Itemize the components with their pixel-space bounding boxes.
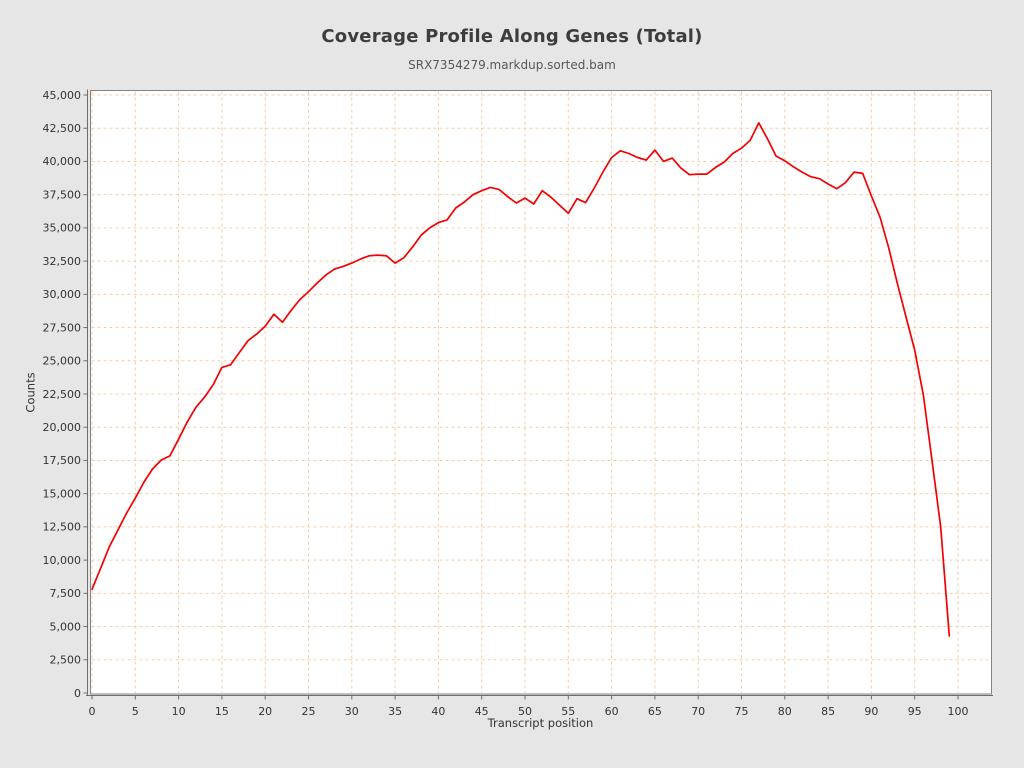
y-tick-label: 10,000 (43, 554, 82, 567)
y-tick-label: 5,000 (50, 620, 82, 633)
chart-subtitle: SRX7354279.markdup.sorted.bam (408, 58, 616, 72)
plot-area (90, 90, 992, 695)
x-tick-label: 5 (132, 705, 139, 718)
x-tick-label: 80 (778, 705, 792, 718)
series-line (91, 122, 951, 637)
y-tick-label: 30,000 (43, 288, 82, 301)
y-tick-label: 27,500 (43, 321, 82, 334)
y-tick-label: 45,000 (43, 89, 82, 102)
y-tick-label: 32,500 (43, 255, 82, 268)
x-tick-label: 55 (561, 705, 575, 718)
y-tick-label: 2,500 (50, 654, 82, 667)
x-tick-label: 20 (258, 705, 272, 718)
x-tick-label: 100 (948, 705, 969, 718)
x-tick-label: 65 (648, 705, 662, 718)
y-tick-label: 25,000 (43, 355, 82, 368)
x-tick-label: 90 (864, 705, 878, 718)
y-tick-label: 35,000 (43, 222, 82, 235)
y-tick-label: 42,500 (43, 122, 82, 135)
x-tick-label: 50 (518, 705, 532, 718)
y-tick-label: 40,000 (43, 155, 82, 168)
x-tick-label: 95 (908, 705, 922, 718)
chart-title: Coverage Profile Along Genes (Total) (321, 26, 703, 47)
y-tick-label: 0 (74, 687, 81, 700)
x-tick-label: 45 (475, 705, 489, 718)
x-tick-label: 75 (735, 705, 749, 718)
y-tick-label: 15,000 (43, 487, 82, 500)
y-tick-label: 20,000 (43, 421, 82, 434)
x-tick-label: 35 (388, 705, 402, 718)
y-tick-label: 37,500 (43, 188, 82, 201)
x-tick-label: 10 (172, 705, 186, 718)
x-tick-label: 30 (345, 705, 359, 718)
y-tick-label: 17,500 (43, 454, 82, 467)
x-tick-label: 85 (821, 705, 835, 718)
y-tick-label: 12,500 (43, 521, 82, 534)
x-tick-label: 60 (605, 705, 619, 718)
y-tick-label: 7,500 (50, 587, 82, 600)
x-axis-label: Transcript position (487, 716, 594, 730)
x-tick-label: 15 (215, 705, 229, 718)
y-axis-label: Counts (23, 372, 38, 413)
x-tick-label: 0 (89, 705, 96, 718)
y-tick-label: 22,500 (43, 388, 82, 401)
x-tick-label: 70 (691, 705, 705, 718)
x-tick-label: 40 (431, 705, 445, 718)
x-tick-label: 25 (302, 705, 316, 718)
